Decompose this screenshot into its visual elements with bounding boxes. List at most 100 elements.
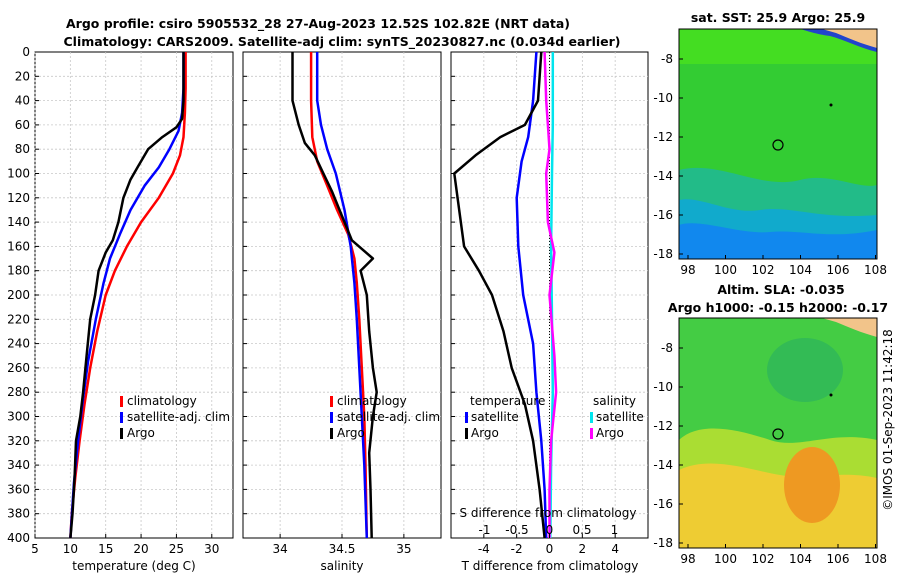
legend-swatch-s-argo [590,428,593,439]
legend-swatch-t-argo [465,428,468,439]
sla-map-frame [678,317,878,549]
sla-map-title-2: Argo h1000: -0.15 h2000: -0.17 [668,300,888,315]
legend-label-satellite: satellite-adj. clim [127,410,230,424]
x-tick-label: 34 [272,542,287,556]
series-line-salinity-argo [543,51,558,538]
temperature-xlabel: temperature (deg C) [72,559,195,573]
map-lon-label: 106 [827,552,850,566]
legend-swatch-climatology [120,396,123,407]
series-line-temperature-argo [453,51,546,539]
map-lon-label: 100 [714,552,737,566]
series-line-argo [291,52,378,539]
map-ticks: -8 -10 -12 -14 -16 -18 98 100 102 104 106 108 -8 -10 -… [653,52,887,566]
s-difference-xlabel: S difference from climatology [460,506,637,520]
x-tick-label: 15 [98,542,113,556]
map-lat-label: -12 [653,419,673,433]
depth-tick-label: 80 [15,142,30,156]
depth-tick-label: 140 [7,215,30,229]
map-lon-label: 104 [789,263,812,277]
sst-coldest-area [679,223,877,259]
depth-tick-label: 40 [15,94,30,108]
x-tick-label: 25 [169,542,184,556]
sst-map-frame [678,28,878,260]
sla-peak-eddy [784,447,840,523]
series-line-climatology [69,52,187,539]
x-tick-label: 20 [133,542,148,556]
legend-label-argo: Argo [337,426,365,440]
legend-swatch-s-satellite [590,412,593,423]
difference-legend: temperature salinity satellite Argo sate… [465,394,644,440]
island-marker [829,393,833,397]
island-marker [829,103,833,107]
sla-low-eddy [767,338,843,402]
x-tick-label: 34.5 [329,542,356,556]
legend-label-satellite: satellite-adj. clim [337,410,440,424]
legend-label-climatology: climatology [337,394,407,408]
map-lat-label: -10 [653,380,673,394]
legend-title-salinity: salinity [593,394,636,408]
map-lat-label: -10 [653,91,673,105]
land-java [822,318,877,337]
legend-title-temperature: temperature [470,394,545,408]
series-layer [69,51,558,539]
title-line-1: Argo profile: csiro 5905532_28 27-Aug-20… [66,16,570,32]
map-lon-label: 98 [680,263,695,277]
land-java [822,29,877,48]
sla-map-title-1: Altim. SLA: -0.035 [717,282,844,297]
map-lon-label: 108 [864,263,887,277]
map-lat-label: -14 [653,458,673,472]
title-line-2: Climatology: CARS2009. Satellite-adj cli… [63,34,620,50]
x-tick-label: 4 [611,542,619,556]
x-tick-label: 35 [396,542,411,556]
depth-tick-label: 360 [7,482,30,496]
map-lat-label: -12 [653,130,673,144]
legend-swatch-argo [120,428,123,439]
map-lat-label: -18 [653,247,673,261]
depth-tick-label: 280 [7,385,30,399]
grid-layer [34,52,648,538]
temperature-legend: climatology satellite-adj. clim Argo [120,394,230,440]
depth-tick-label: 200 [7,288,30,302]
map-lon-label: 108 [864,552,887,566]
map-lat-label: -18 [653,536,673,550]
depth-tick-label: 320 [7,434,30,448]
salinity-legend: climatology satellite-adj. clim Argo [330,394,440,440]
map-lat-label: -16 [653,208,673,222]
depth-tick-label: 260 [7,361,30,375]
map-lon-label: 106 [827,263,850,277]
series-line-temperature-satellite [515,51,548,539]
argo-position-marker [772,428,784,440]
map-lat-label: -14 [653,169,673,183]
depth-tick-label: 340 [7,458,30,472]
legend-swatch-satellite [330,412,333,423]
depth-tick-label: 0 [22,45,30,59]
legend-swatch-climatology [330,396,333,407]
s-tick-label: 0 [546,523,554,537]
depth-tick-label: 20 [15,69,30,83]
depth-tick-label: 120 [7,191,30,205]
sla-map [678,317,878,549]
depth-tick-label: 240 [7,337,30,351]
x-tick-label: 5 [31,542,39,556]
map-lon-label: 98 [680,552,695,566]
legend-label-s-satellite: satellite [596,410,644,424]
salinity-xlabel: salinity [320,559,363,573]
depth-tick-label: 400 [7,531,30,545]
s-tick-label: 0.5 [572,523,591,537]
legend-swatch-argo [330,428,333,439]
map-lon-label: 100 [714,263,737,277]
depth-tick-label: 60 [15,118,30,132]
legend-label-climatology: climatology [127,394,197,408]
legend-label-argo: Argo [127,426,155,440]
map-lon-label: 102 [752,263,775,277]
depth-tick-label: 380 [7,507,30,521]
sla-higher-area [679,463,877,548]
map-lat-label: -8 [661,52,673,66]
series-line-satellite-adj-clim [315,52,369,539]
x-tick-label: 0 [546,542,554,556]
legend-swatch-t-satellite [465,412,468,423]
map-lat-label: -16 [653,497,673,511]
depth-tick-label: 300 [7,410,30,424]
depth-tick-label: 180 [7,264,30,278]
